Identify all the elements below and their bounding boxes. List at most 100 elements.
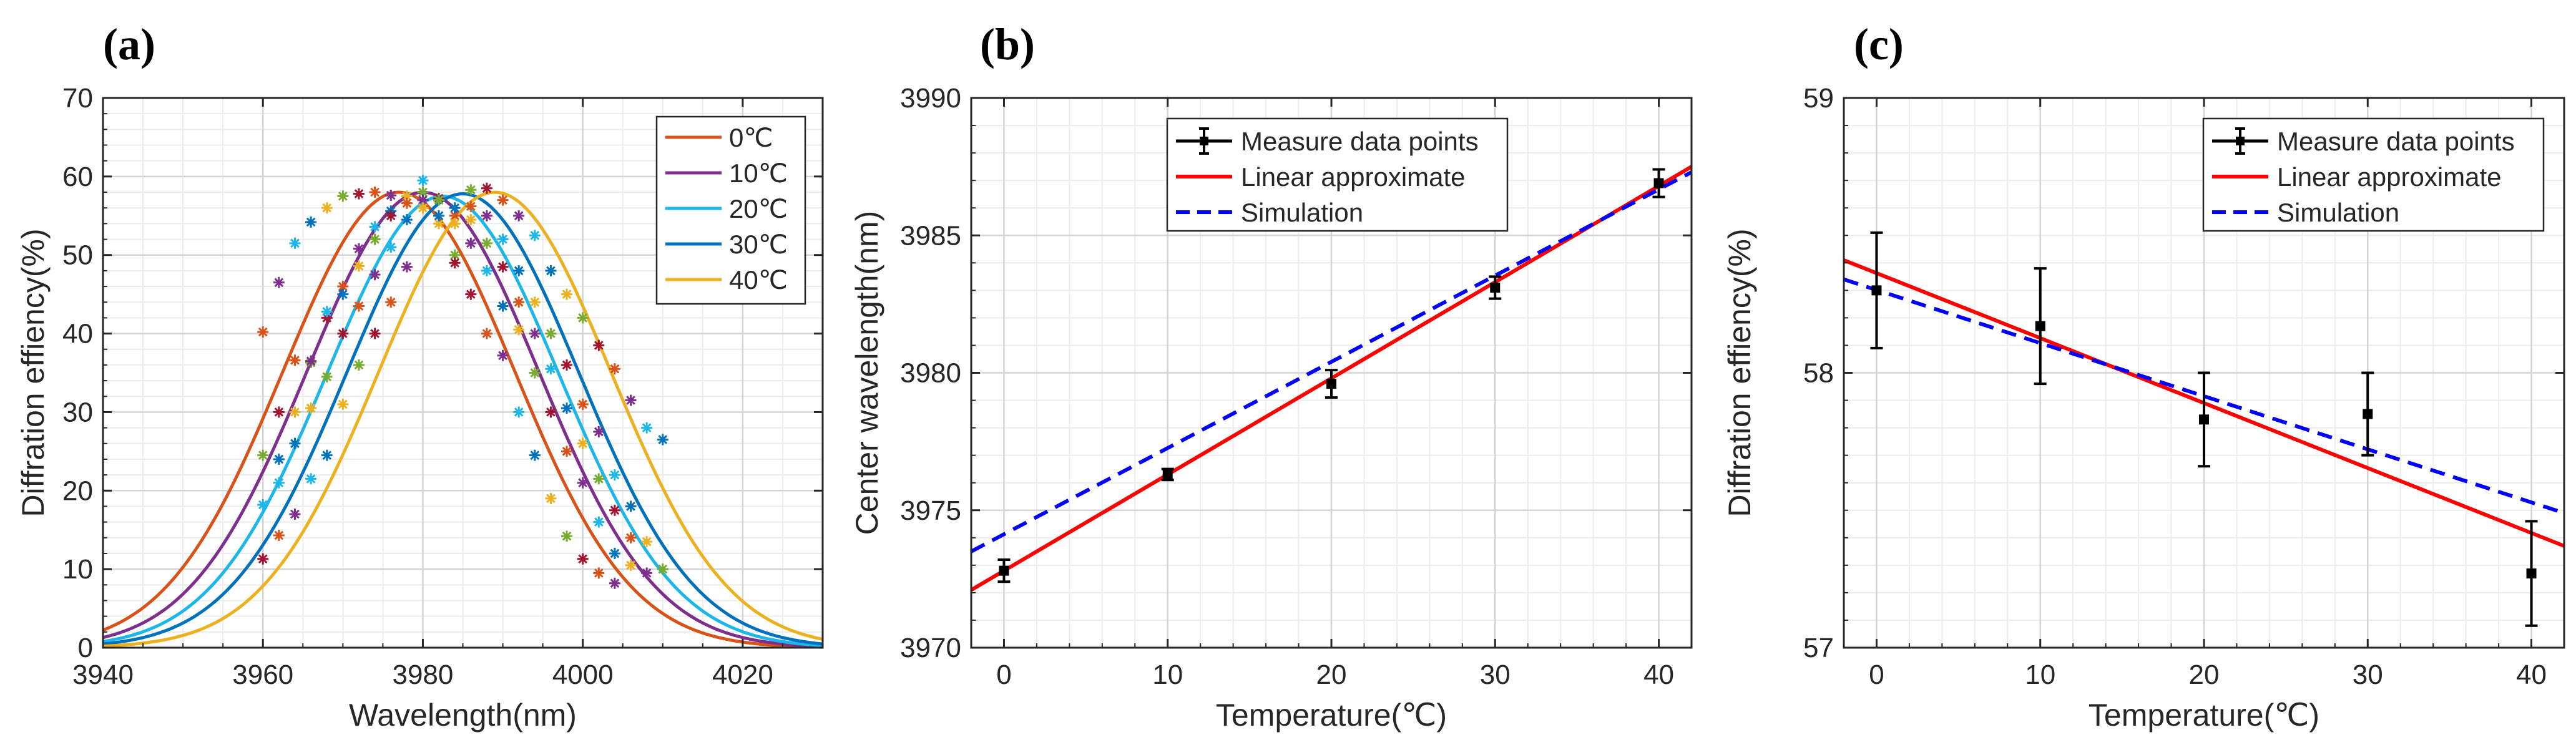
data-point-1 bbox=[593, 516, 605, 528]
data-point-1 bbox=[337, 281, 349, 293]
asterisk-stroke bbox=[514, 211, 524, 221]
asterisk-stroke bbox=[482, 329, 492, 338]
asterisk-stroke bbox=[482, 211, 492, 221]
data-point-3 bbox=[625, 500, 637, 512]
data-point-4 bbox=[641, 422, 653, 434]
data-point-4 bbox=[577, 312, 589, 324]
y-tick-label: 58 bbox=[1803, 358, 1834, 389]
asterisk-stroke bbox=[562, 360, 572, 370]
measured-point bbox=[2034, 267, 2047, 386]
panel-label: (c) bbox=[1854, 19, 1904, 69]
legend-label: Measure data points bbox=[2277, 127, 2515, 156]
simulation-line bbox=[971, 170, 1692, 553]
asterisk-stroke bbox=[354, 360, 364, 370]
asterisk-stroke bbox=[274, 478, 284, 488]
data-point-3 bbox=[369, 269, 381, 281]
x-tick-label: 20 bbox=[2189, 660, 2220, 690]
data-point-3 bbox=[657, 563, 668, 575]
data-point-4 bbox=[513, 210, 525, 222]
x-tick-label: 0 bbox=[1869, 660, 1884, 690]
panel-a: 3940 3960 3980 4000 4020 0 10 20 30 40 50 60 70 Wavel… bbox=[16, 19, 824, 733]
data-point-4 bbox=[401, 261, 413, 273]
asterisk-stroke bbox=[498, 301, 507, 311]
asterisk-stroke bbox=[434, 211, 444, 221]
asterisk-stroke bbox=[530, 368, 540, 378]
asterisk-stroke bbox=[642, 568, 652, 578]
asterisk-stroke bbox=[578, 313, 588, 323]
y-tick-label: 3975 bbox=[900, 495, 961, 526]
data-point-2 bbox=[545, 363, 557, 375]
panel-label: (b) bbox=[980, 19, 1035, 69]
asterisk-stroke bbox=[626, 502, 635, 511]
x-tick-label: 20 bbox=[1316, 660, 1347, 690]
marker-square bbox=[1653, 178, 1664, 188]
asterisk-stroke bbox=[562, 446, 572, 456]
data-point-0 bbox=[369, 187, 381, 198]
asterisk-stroke bbox=[290, 439, 300, 449]
asterisk-stroke bbox=[450, 258, 460, 268]
data-point-4 bbox=[289, 509, 301, 520]
data-point-1 bbox=[545, 406, 557, 418]
marker-square bbox=[2035, 321, 2045, 331]
data-point-2 bbox=[465, 214, 477, 226]
legend: Measure data points Linear approximate Sim… bbox=[1166, 117, 1509, 232]
asterisk-stroke bbox=[578, 399, 588, 409]
asterisk-stroke bbox=[418, 187, 428, 197]
asterisk-stroke bbox=[258, 327, 268, 337]
asterisk-stroke bbox=[546, 494, 556, 504]
data-point-2 bbox=[305, 355, 317, 367]
marker-square bbox=[2199, 414, 2209, 425]
marker-square bbox=[999, 565, 1009, 576]
asterisk-stroke bbox=[386, 211, 396, 221]
asterisk-stroke bbox=[626, 396, 635, 405]
data-point-2 bbox=[497, 261, 509, 273]
asterisk-stroke bbox=[386, 242, 396, 252]
asterisk-stroke bbox=[658, 564, 668, 574]
data-point-4 bbox=[257, 553, 269, 565]
asterisk-stroke bbox=[434, 195, 444, 205]
data-point-0 bbox=[513, 406, 525, 418]
asterisk-stroke bbox=[402, 191, 412, 201]
data-point-2 bbox=[449, 202, 461, 214]
asterisk-stroke bbox=[530, 451, 540, 460]
data-point-0 bbox=[257, 326, 269, 338]
asterisk-stroke bbox=[610, 578, 620, 588]
data-point-1 bbox=[273, 453, 285, 465]
asterisk-stroke bbox=[338, 329, 348, 338]
data-point-3 bbox=[561, 359, 573, 371]
x-tick-label: 40 bbox=[1643, 660, 1674, 690]
asterisk-stroke bbox=[466, 185, 476, 195]
data-point-2 bbox=[625, 532, 637, 543]
asterisk-stroke bbox=[594, 427, 604, 437]
asterisk-stroke bbox=[290, 509, 300, 519]
asterisk-stroke bbox=[402, 262, 412, 271]
data-point-4 bbox=[465, 184, 477, 196]
data-point-4 bbox=[273, 530, 285, 542]
data-point-3 bbox=[401, 214, 413, 226]
x-tick-label: 4020 bbox=[712, 660, 773, 690]
y-tick-label: 30 bbox=[62, 397, 93, 427]
measured-point bbox=[1652, 168, 1665, 198]
asterisk-stroke bbox=[434, 219, 444, 228]
x-axis-label: Wavelength(nm) bbox=[349, 698, 577, 733]
asterisk-stroke bbox=[338, 399, 348, 409]
asterisk-stroke bbox=[306, 474, 316, 484]
asterisk-stroke bbox=[642, 537, 652, 547]
x-tick-label: 30 bbox=[1480, 660, 1511, 690]
data-point-0 bbox=[353, 188, 365, 200]
data-point-4 bbox=[321, 449, 333, 461]
legend-label: 40℃ bbox=[729, 265, 788, 295]
data-point-0 bbox=[481, 328, 492, 339]
asterisk-stroke bbox=[354, 189, 364, 198]
data-point-0 bbox=[305, 216, 317, 228]
data-point-3 bbox=[609, 469, 620, 481]
asterisk-stroke bbox=[274, 530, 284, 540]
marker-square bbox=[1326, 379, 1336, 389]
data-point-2 bbox=[401, 197, 413, 209]
asterisk-stroke bbox=[594, 341, 604, 350]
data-point-4 bbox=[353, 359, 365, 371]
data-point-0 bbox=[321, 202, 333, 214]
asterisk-stroke bbox=[306, 356, 316, 366]
data-point-1 bbox=[369, 221, 381, 233]
data-point-4 bbox=[305, 473, 317, 485]
